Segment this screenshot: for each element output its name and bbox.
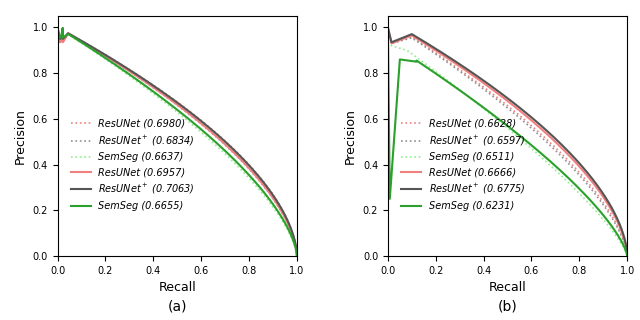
Y-axis label: Precision: Precision	[14, 108, 27, 164]
X-axis label: Recall: Recall	[158, 281, 196, 294]
Legend: ResUNet (0.6628), ResUNet$^+$ (0.6597), SemSeg (0.6511), ResUNet (0.6666), ResUN: ResUNet (0.6628), ResUNet$^+$ (0.6597), …	[397, 115, 529, 215]
X-axis label: Recall: Recall	[489, 281, 527, 294]
Legend: ResUNet (0.6980), ResUNet$^+$ (0.6834), SemSeg (0.6637), ResUNet (0.6957), ResUN: ResUNet (0.6980), ResUNet$^+$ (0.6834), …	[67, 115, 199, 215]
Text: (b): (b)	[498, 299, 517, 313]
Text: (a): (a)	[168, 299, 187, 313]
Y-axis label: Precision: Precision	[344, 108, 357, 164]
